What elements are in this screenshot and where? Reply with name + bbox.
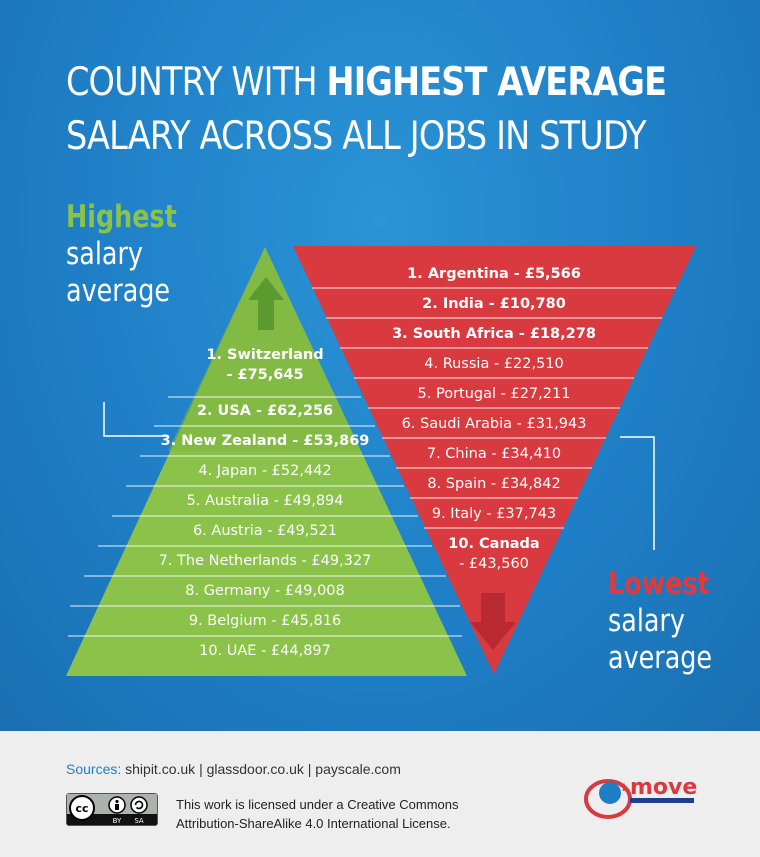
highest-pyramid-top	[168, 247, 361, 451]
lowest-dividers	[312, 287, 676, 529]
lowest-pyramid	[293, 246, 696, 674]
creative-commons-badge[interactable]: cc BY SA	[66, 793, 158, 826]
highest-item-3: 3. New Zealand - £53,869	[160, 433, 370, 449]
lowest-connector	[620, 436, 655, 550]
lowest-label-line2: salary	[608, 603, 685, 639]
title-bold-text: HIGHEST AVERAGE	[326, 60, 667, 105]
highest-item-10: 10. UAE - £44,897	[199, 643, 331, 659]
highest-connector	[103, 402, 166, 437]
up-arrow-icon	[248, 277, 284, 330]
lowest-label-accent: Lowest	[608, 566, 710, 602]
highest-item-4: 4. Japan - £52,442	[198, 463, 332, 479]
lowest-item-1: 1. Argentina - £5,566	[407, 266, 581, 282]
lowest-item-2: 2. India - £10,780	[422, 296, 566, 312]
highest-item-5: 5. Australia - £49,894	[186, 493, 344, 509]
lowest-item-10: 10. Canada - £43,560	[394, 536, 594, 572]
highest-pyramid	[66, 247, 467, 676]
cc-by-text: BY	[113, 817, 122, 825]
sources-line: Sources: shipit.co.uk | glassdoor.co.uk …	[66, 761, 401, 777]
highest-item-2: 2. USA - £62,256	[196, 403, 334, 419]
highest-dividers	[68, 396, 462, 637]
down-arrow-icon	[470, 593, 516, 650]
highest-item-7: 7. The Netherlands - £49,327	[158, 553, 372, 569]
highest-item-1: 1. Switzerland - £75,645	[165, 347, 365, 383]
imove-logo: i move	[578, 763, 698, 823]
imove-logo-graphic: i move	[584, 775, 697, 819]
cc-badge-text: cc	[75, 802, 88, 815]
highest-label: Highest salary average	[66, 199, 177, 310]
infographic-panel: COUNTRY WITH HIGHEST AVERAGE SALARY ACRO…	[0, 0, 760, 731]
lowest-item-10-value: - £43,560	[459, 556, 529, 572]
logo-prefix: i	[622, 783, 625, 794]
license-line-2: Attribution-ShareAlike 4.0 International…	[176, 816, 451, 831]
license-line-1: This work is licensed under a Creative C…	[176, 797, 459, 812]
highest-item-8: 8. Germany - £49,008	[185, 583, 345, 599]
cc-sa-text: SA	[134, 817, 144, 825]
license-text: This work is licensed under a Creative C…	[176, 795, 459, 833]
lowest-item-10-name: 10. Canada	[448, 536, 540, 552]
highest-item-6: 6. Austria - £49,521	[192, 523, 338, 539]
title-line-1: COUNTRY WITH HIGHEST AVERAGE	[66, 60, 667, 105]
highest-item-1-value: - £75,645	[226, 367, 304, 383]
highest-label-line3: average	[66, 273, 171, 309]
highest-item-9: 9. Belgium - £45,816	[188, 613, 342, 629]
lowest-item-3: 3. South Africa - £18,278	[392, 326, 596, 342]
lowest-item-8: 8. Spain - £34,842	[427, 476, 561, 492]
title-normal-text: COUNTRY WITH	[66, 60, 327, 105]
sources-label: Sources:	[66, 761, 122, 777]
lowest-label-line3: average	[608, 640, 713, 676]
lowest-item-9: 9. Italy - £37,743	[431, 506, 557, 522]
highest-label-accent: Highest	[66, 199, 177, 235]
lowest-item-5: 5. Portugal - £27,211	[417, 386, 571, 402]
lowest-label: Lowest salary average	[608, 566, 712, 677]
highest-item-1-name: 1. Switzerland	[206, 347, 324, 363]
logo-text: move	[630, 775, 697, 800]
cc-by-sa-icon: cc BY SA	[67, 794, 157, 825]
footer: Sources: shipit.co.uk | glassdoor.co.uk …	[0, 731, 760, 857]
sources-text: shipit.co.uk | glassdoor.co.uk | payscal…	[125, 761, 401, 777]
lowest-item-4: 4. Russia - £22,510	[424, 356, 564, 372]
pyramid-graphics	[66, 246, 696, 676]
title-line-2: SALARY ACROSS ALL JOBS IN STUDY	[66, 114, 647, 159]
lowest-item-7: 7. China - £34,410	[426, 446, 562, 462]
highest-label-line2: salary	[66, 236, 143, 272]
lowest-item-6: 6. Saudi Arabia - £31,943	[401, 416, 587, 432]
